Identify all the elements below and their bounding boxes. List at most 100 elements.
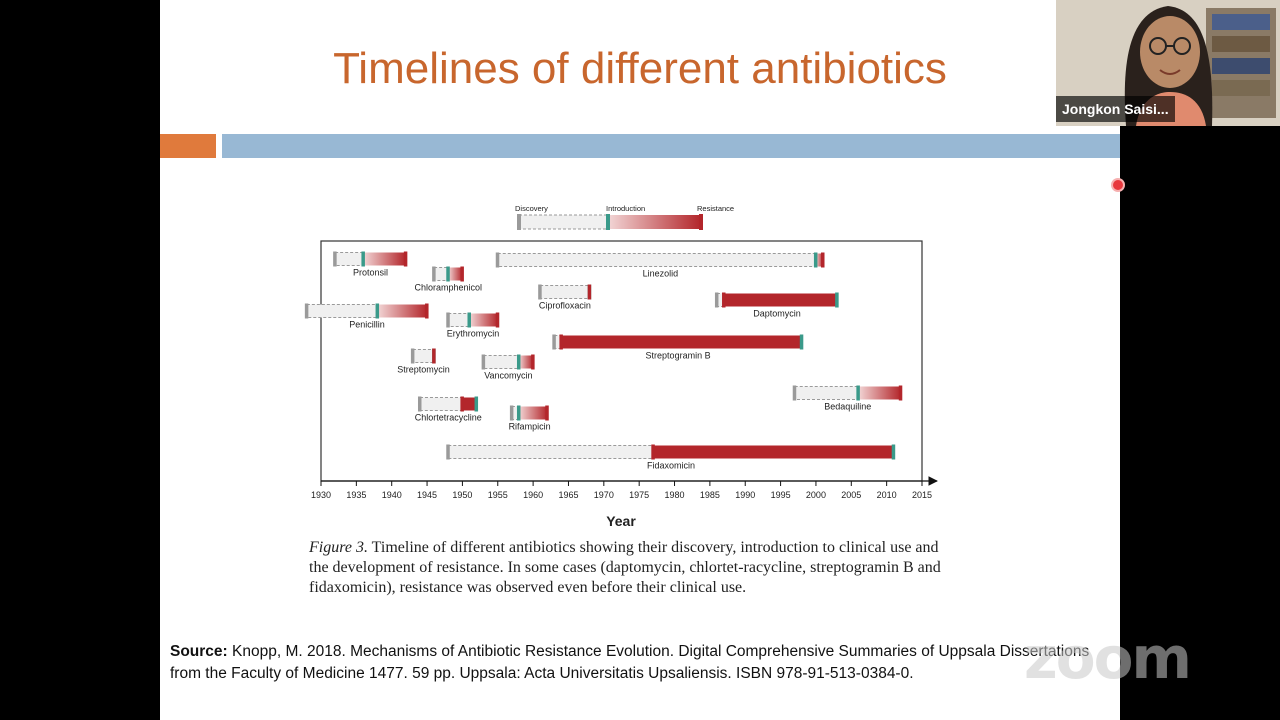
introduction-marker — [361, 251, 365, 267]
timeline-row-chlortetracycline: Chlortetracycline — [415, 396, 482, 423]
discovery-marker — [417, 396, 422, 412]
timeline-row-ciprofloxacin: Ciprofloxacin — [538, 284, 592, 311]
timeline-row-penicillin: Penicillin — [304, 303, 429, 330]
resistance-before-use-bar — [462, 397, 477, 411]
discovery-marker — [509, 405, 514, 421]
x-tick-label: 1930 — [311, 490, 331, 500]
antibiotic-label: Chloramphenicol — [414, 283, 482, 293]
caption-text: Timeline of different antibiotics showin… — [309, 539, 941, 596]
resistance-marker — [545, 405, 549, 421]
legend-introduction-marker — [606, 214, 610, 230]
timeline-row-daptomycin: Daptomycin — [714, 292, 839, 319]
x-tick-label: 2015 — [912, 490, 932, 500]
x-tick-label: 1955 — [488, 490, 508, 500]
antibiotic-timeline-chart: 1930 1935 1940 1945 1950 1955 1960 1965 1970 1975… — [304, 204, 938, 529]
introduction-marker — [467, 312, 471, 328]
resistance-marker — [432, 348, 436, 364]
resistance-marker — [722, 292, 726, 308]
resistance-marker — [460, 396, 464, 412]
timeline-row-bedaquiline: Bedaquiline — [792, 385, 903, 412]
accent-bar-orange — [160, 134, 216, 158]
timeline-row-streptogramin-b: Streptogramin B — [552, 334, 804, 361]
resistance-before-use-bar — [561, 335, 802, 349]
discovery-marker — [552, 334, 556, 350]
pre-use-bar — [497, 253, 817, 267]
resistance-marker — [587, 284, 592, 300]
x-axis-ticks: 1930 1935 1940 1945 1950 1955 1960 1965 1970 1975… — [311, 481, 932, 500]
timeline-row-protonsil: Protonsil — [333, 251, 408, 278]
introduction-marker — [474, 396, 479, 412]
timeline-row-linezolid: Linezolid — [495, 252, 825, 279]
introduction-marker — [891, 444, 896, 460]
presentation-slide: Timelines of different antibiotics 1930 1… — [160, 0, 1120, 720]
discovery-marker — [538, 284, 542, 300]
resistance-development-bar — [363, 252, 406, 266]
pre-use-bar — [794, 386, 859, 400]
x-tick-label: 1985 — [700, 490, 720, 500]
pre-use-bar — [553, 335, 562, 349]
resistance-marker — [495, 312, 500, 328]
x-tick-label: 2005 — [841, 490, 861, 500]
participant-video-tile[interactable]: Jongkon Saisi... — [1056, 0, 1280, 126]
source-text: Knopp, M. 2018. Mechanisms of Antibiotic… — [170, 643, 1090, 682]
caption-label: Figure 3. — [309, 539, 368, 556]
discovery-marker — [714, 292, 719, 308]
antibiotic-label: Bedaquiline — [824, 402, 871, 412]
x-tick-label: 1935 — [346, 490, 366, 500]
discovery-marker — [432, 266, 436, 282]
resistance-marker — [403, 251, 408, 267]
resistance-marker — [821, 252, 825, 268]
figure-caption: Figure 3. Timeline of different antibiot… — [309, 538, 959, 598]
pre-use-bar — [447, 313, 470, 327]
pre-use-bar — [306, 304, 379, 318]
x-tick-label: 1940 — [382, 490, 402, 500]
resistance-marker — [531, 354, 535, 370]
zoom-watermark-logo: zoom — [1024, 624, 1192, 692]
resistance-development-bar — [858, 386, 901, 400]
timeline-row-rifampicin: Rifampicin — [509, 405, 551, 432]
introduction-marker — [446, 266, 450, 282]
slide-title: Timelines of different antibiotics — [333, 44, 947, 93]
resistance-development-bar — [815, 253, 824, 267]
discovery-marker — [446, 444, 450, 460]
x-tick-label: 1945 — [417, 490, 437, 500]
antibiotic-label: Vancomycin — [484, 371, 532, 381]
x-tick-label: 1995 — [771, 490, 791, 500]
timeline-row-streptomycin: Streptomycin — [397, 348, 450, 375]
antibiotic-label: Rifampicin — [509, 422, 551, 432]
antibiotic-label: Streptomycin — [397, 365, 450, 375]
resistance-marker — [425, 303, 429, 319]
antibiotic-label: Protonsil — [353, 268, 388, 278]
resistance-development-bar — [448, 267, 463, 281]
resistance-marker — [559, 334, 563, 350]
timeline-legend: Discovery Introduction Resistance — [515, 204, 734, 230]
source-citation: Source: Knopp, M. 2018. Mechanisms of An… — [170, 641, 1110, 685]
participant-name-label: Jongkon Saisi... — [1056, 96, 1175, 122]
discovery-marker — [495, 252, 500, 268]
antibiotic-label: Fidaxomicin — [647, 461, 695, 471]
introduction-marker — [516, 354, 521, 370]
pre-use-bar — [539, 285, 591, 299]
introduction-marker — [813, 252, 818, 268]
antibiotic-label: Daptomycin — [753, 309, 801, 319]
antibiotic-label: Chlortetracycline — [415, 413, 482, 423]
timeline-row-chloramphenicol: Chloramphenicol — [414, 266, 482, 293]
x-tick-label: 1975 — [629, 490, 649, 500]
introduction-marker — [856, 385, 860, 401]
discovery-marker — [446, 312, 450, 328]
legend-discovery-marker — [517, 214, 521, 230]
introduction-marker — [516, 405, 521, 421]
x-tick-label: 1950 — [452, 490, 472, 500]
pre-use-bar — [433, 267, 449, 281]
resistance-marker — [898, 385, 903, 401]
legend-resistance-marker — [699, 214, 703, 230]
discovery-marker — [304, 303, 309, 319]
participant-avatar — [1056, 0, 1280, 126]
antibiotic-label: Streptogramin B — [646, 351, 711, 361]
resistance-development-bar — [469, 313, 498, 327]
pre-use-bar — [483, 355, 520, 369]
timeline-bars: Protonsil Chloramphenicol Penicillin Erythr… — [304, 251, 903, 471]
legend-resistance-label: Resistance — [697, 204, 734, 213]
x-tick-label: 2010 — [877, 490, 897, 500]
antibiotic-label: Linezolid — [643, 269, 679, 279]
